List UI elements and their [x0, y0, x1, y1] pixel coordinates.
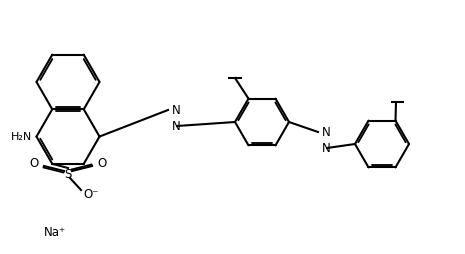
Text: N: N: [172, 103, 181, 117]
Text: O⁻: O⁻: [83, 187, 99, 200]
Text: N: N: [322, 141, 331, 154]
Text: H₂N: H₂N: [11, 132, 33, 141]
Text: Na⁺: Na⁺: [44, 226, 66, 239]
Text: O: O: [97, 157, 106, 170]
Text: N: N: [322, 125, 331, 138]
Text: N: N: [172, 119, 181, 133]
Text: S: S: [64, 167, 72, 181]
Text: O: O: [30, 157, 39, 170]
